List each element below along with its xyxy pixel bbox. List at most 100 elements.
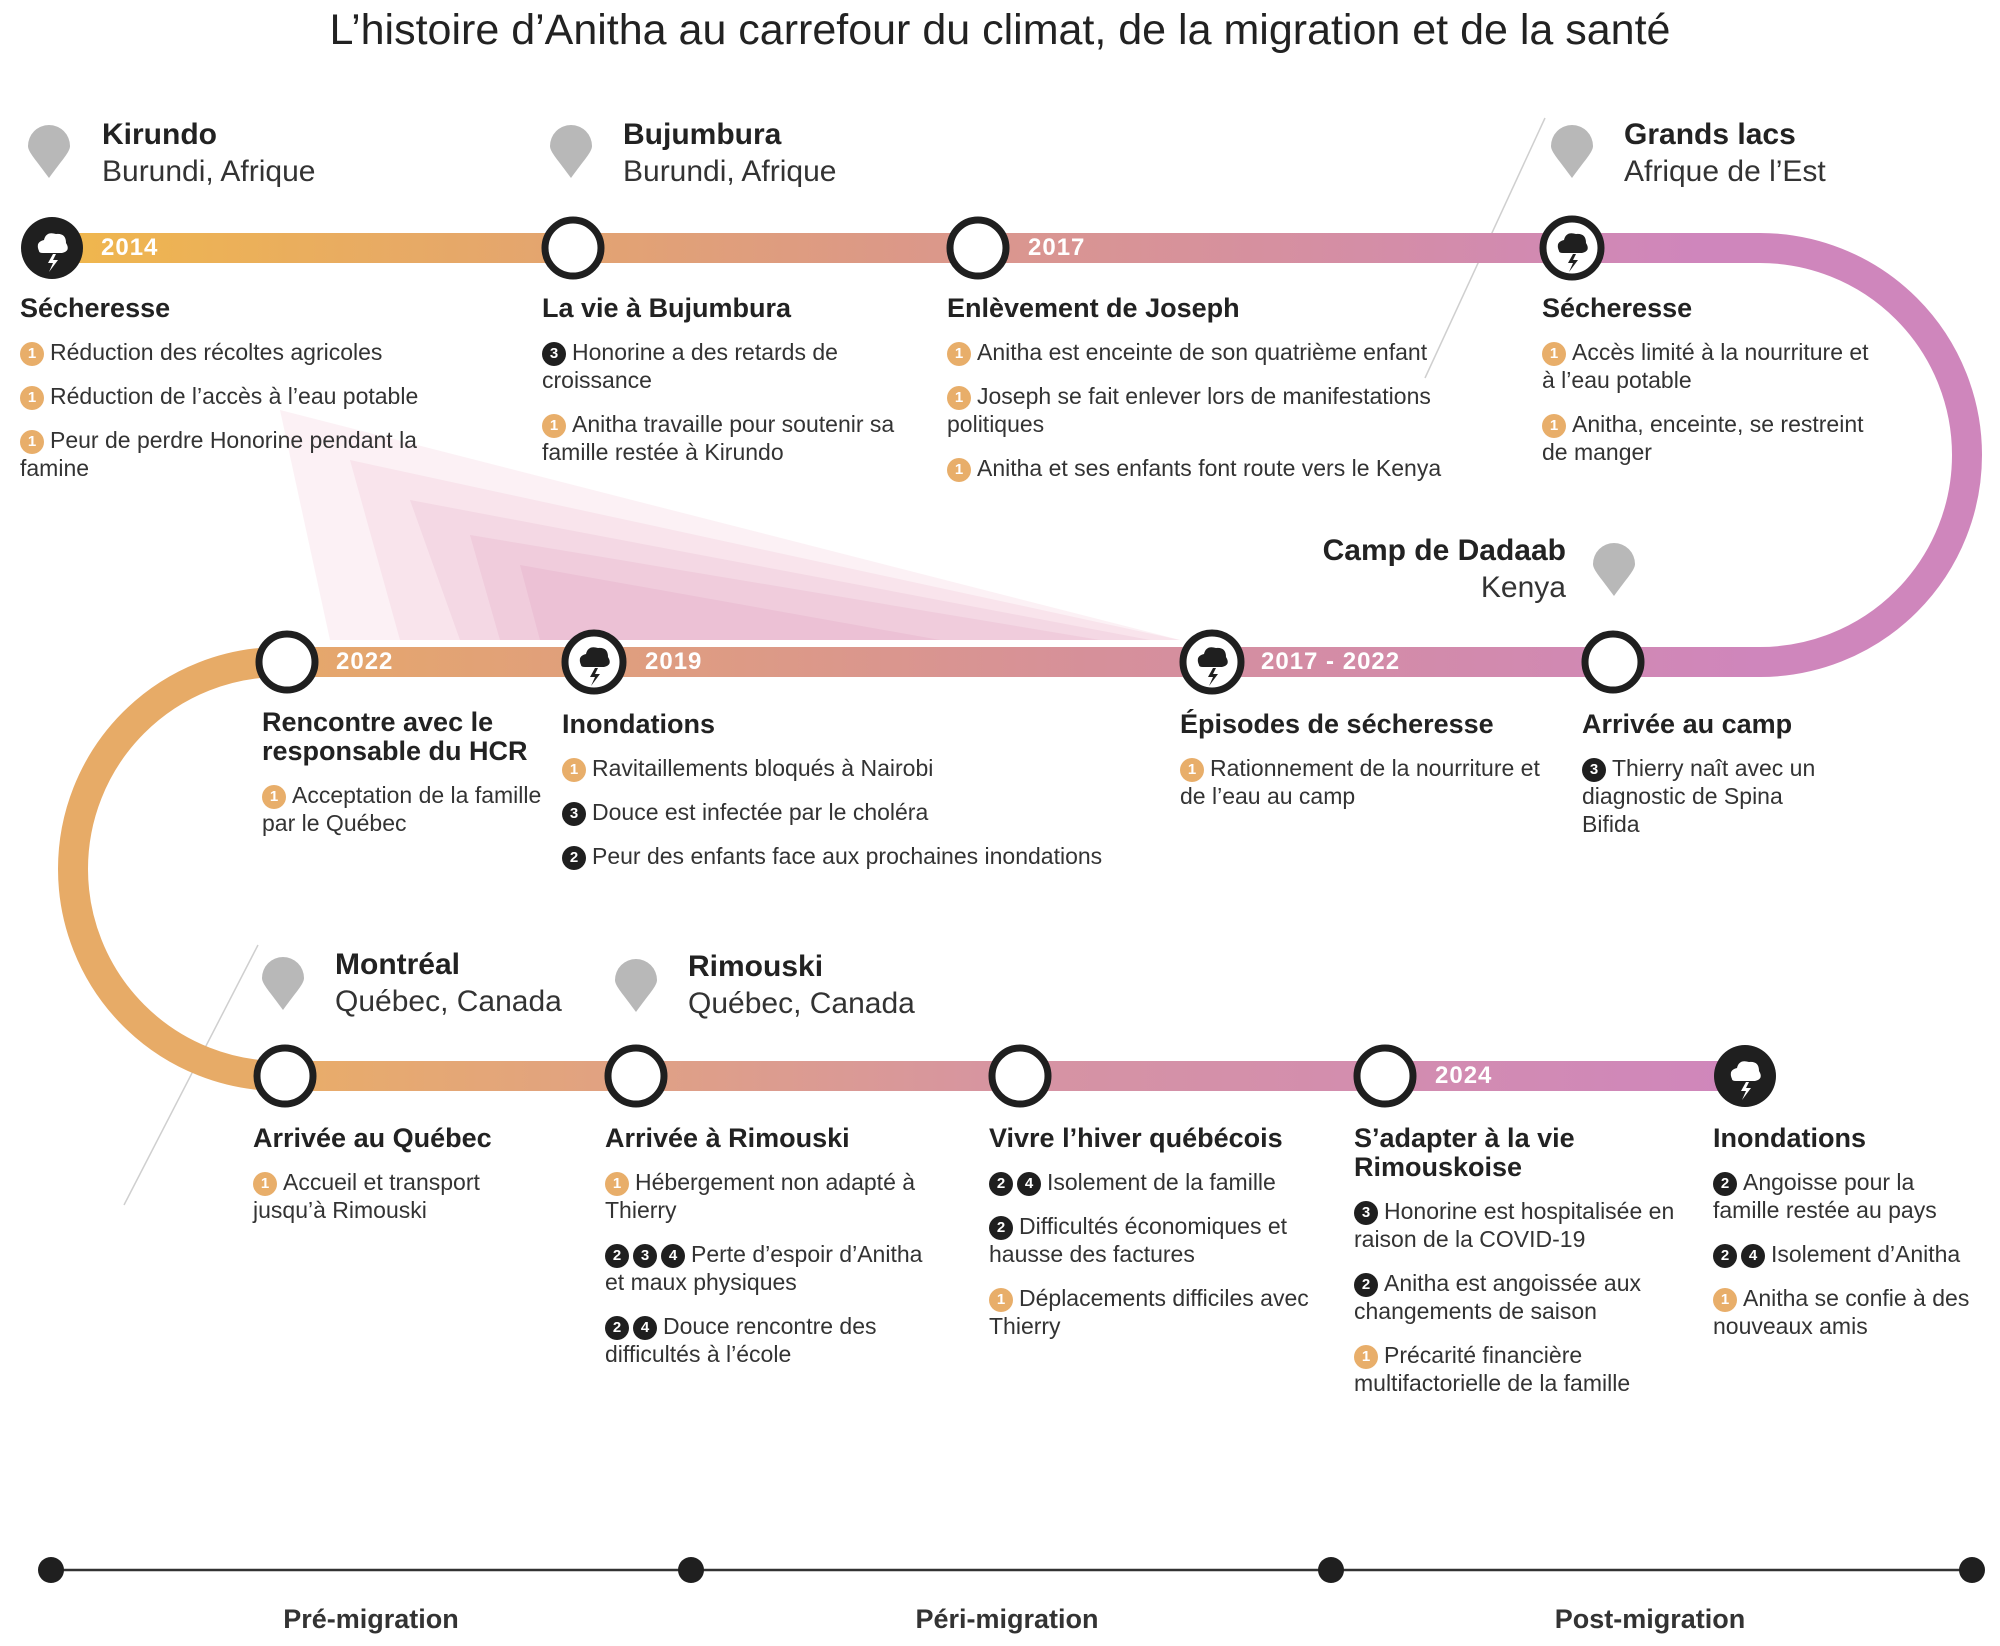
event-episodes-secheresse: Épisodes de sécheresse 1 Rationnement de l…: [1180, 710, 1550, 826]
impact-item: 1 Anitha est enceinte de son quatrième en…: [947, 338, 1487, 366]
impact-text: Perte d’espoir d’Anitha et maux physique…: [605, 1241, 923, 1295]
impact-item: 2 4 Douce rencontre des difficultés à l’éc…: [605, 1312, 945, 1368]
impact-text: Acceptation de la famille par le Québec: [262, 782, 542, 836]
map-pin-icon: [615, 959, 657, 1012]
storm-node-2017-2022: [1179, 629, 1245, 695]
impact-item: 1 Réduction des récoltes agricoles: [20, 338, 460, 366]
guide-line: [123, 944, 259, 1206]
event-title: Rencontre avec le responsable du HCR: [262, 707, 528, 766]
year-label: 2017: [1028, 234, 1086, 261]
event-title: Sécheresse: [1542, 293, 1693, 323]
impact-text: Rationnement de la nourriture et de l’ea…: [1180, 755, 1540, 809]
impact-text: Angoisse pour la famille restée au pays: [1713, 1169, 1937, 1223]
impact-badge: 1: [605, 1172, 629, 1196]
impact-text: Peur des enfants face aux prochaines ino…: [592, 843, 1103, 869]
impact-badge: 1: [989, 1288, 1013, 1312]
location-city: Montréal: [335, 948, 461, 981]
impact-item: 1 Anitha se confie à des nouveaux amis: [1713, 1284, 1983, 1340]
location-grands-lacs: Grands lacs Afrique de l’Est: [1624, 116, 1826, 190]
impact-item: 1 Réduction de l’accès à l’eau potable: [20, 382, 460, 410]
impact-badge: 1: [947, 342, 971, 366]
impact-badge: 1: [1180, 758, 1204, 782]
location-dadaab: Camp de Dadaab Kenya: [1266, 532, 1566, 606]
impact-badge: 3: [1582, 758, 1606, 782]
impact-text: Joseph se fait enlever lors de manifesta…: [947, 383, 1431, 437]
ring-node-icon: [1353, 1044, 1417, 1108]
impact-badge: 3: [633, 1244, 657, 1268]
impact-item: 1 Joseph se fait enlever lors de manifest…: [947, 382, 1487, 438]
year-label: 2014: [101, 234, 159, 261]
impact-item: 1 Anitha et ses enfants font route vers l…: [947, 454, 1487, 482]
impact-text: Honorine a des retards de croissance: [542, 339, 838, 393]
impact-item: 2 Difficultés économiques et hausse des f…: [989, 1212, 1319, 1268]
event-enlevement: Enlèvement de Joseph 1 Anitha est enceinte…: [947, 294, 1487, 498]
impact-badge: 3: [562, 802, 586, 826]
impact-text: Ravitaillements bloqués à Nairobi: [592, 755, 934, 781]
map-pin-icon: [262, 957, 304, 1010]
impact-badge: 1: [562, 758, 586, 782]
event-title: Arrivée au camp: [1582, 709, 1793, 739]
map-pin-icon: [1593, 543, 1635, 596]
phase-label: Post-migration: [1554, 1604, 1746, 1634]
impact-badge: 1: [253, 1172, 277, 1196]
ring-node-icon: [1581, 630, 1645, 694]
year-label: 2019: [645, 648, 703, 675]
impact-item: 3 Honorine est hospitalisée en raison de …: [1354, 1197, 1684, 1253]
impact-text: Difficultés économiques et hausse des fa…: [989, 1213, 1288, 1267]
impact-badge: 3: [1354, 1201, 1378, 1225]
map-pins: [28, 125, 1635, 1012]
event-arrivee-quebec: Arrivée au Québec 1 Accueil et transport j…: [253, 1124, 543, 1240]
impact-text: Peur de perdre Honorine pendant la famin…: [20, 427, 417, 481]
impact-item: 1 Accueil et transport jusqu’à Rimouski: [253, 1168, 543, 1224]
event-secheresse-2: Sécheresse 1 Accès limité à la nourriture …: [1542, 294, 1872, 482]
impact-item: 1 Déplacements difficiles avec Thierry: [989, 1284, 1319, 1340]
impact-item: 2 Angoisse pour la famille restée au pays: [1713, 1168, 1983, 1224]
storm-node-grands-lacs: [1539, 215, 1605, 281]
storm-node-2019: [561, 629, 627, 695]
impact-badge: 3: [542, 342, 566, 366]
impact-item: 1 Anitha travaille pour soutenir sa famil…: [542, 410, 902, 466]
impact-item: 2 Peur des enfants face aux prochaines in…: [562, 842, 1162, 870]
milestone-nodes: [253, 216, 1645, 1108]
impact-badge: 2: [989, 1216, 1013, 1240]
impact-text: Réduction des récoltes agricoles: [50, 339, 383, 365]
impact-text: Isolement d’Anitha: [1771, 1241, 1961, 1267]
track-right-bend: [1759, 233, 1982, 677]
event-hiver: Vivre l’hiver québécois 2 4 Isolement de la…: [989, 1124, 1319, 1356]
impact-badge: 4: [1017, 1172, 1041, 1196]
impact-badge: 2: [605, 1244, 629, 1268]
impact-text: Accueil et transport jusqu’à Rimouski: [253, 1169, 480, 1223]
storm-node-2024: [1714, 1045, 1776, 1107]
impact-item: 1 Hébergement non adapté à Thierry: [605, 1168, 945, 1224]
impact-badge: 1: [1542, 342, 1566, 366]
impact-text: Réduction de l’accès à l’eau potable: [50, 383, 419, 409]
location-region: Québec, Canada: [688, 987, 915, 1020]
impact-text: Accès limité à la nourriture et à l’eau …: [1542, 339, 1869, 393]
impact-item: 3 Honorine a des retards de croissance: [542, 338, 902, 394]
location-region: Afrique de l’Est: [1624, 155, 1826, 188]
ring-node-icon: [988, 1044, 1052, 1108]
map-pin-icon: [28, 125, 70, 178]
event-title: Arrivée au Québec: [253, 1123, 492, 1153]
impact-text: Anitha travaille pour soutenir sa famill…: [542, 411, 895, 465]
impact-badge: 4: [1741, 1244, 1765, 1268]
impact-text: Hébergement non adapté à Thierry: [605, 1169, 916, 1223]
impact-text: Précarité financière multifactorielle de…: [1354, 1342, 1631, 1396]
impact-badge: 4: [661, 1244, 685, 1268]
impact-badge: 2: [989, 1172, 1013, 1196]
impact-item: 1 Anitha, enceinte, se restreint de mange…: [1542, 410, 1872, 466]
location-rimouski: Rimouski Québec, Canada: [688, 948, 915, 1022]
impact-text: Douce est infectée par le choléra: [592, 799, 929, 825]
impact-item: 1 Acceptation de la famille par le Québec: [262, 781, 552, 837]
impact-badge: 1: [20, 386, 44, 410]
impact-item: 1 Peur de perdre Honorine pendant la fami…: [20, 426, 460, 482]
impact-badge: 2: [605, 1316, 629, 1340]
event-arrivee-camp: Arrivée au camp 3 Thierry naît avec un dia…: [1582, 710, 1832, 854]
impact-badge: 1: [947, 458, 971, 482]
location-city: Bujumbura: [623, 118, 782, 151]
impact-item: 2 4 Isolement de la famille: [989, 1168, 1319, 1196]
phase-dot: [1959, 1557, 1985, 1583]
impact-item: 3 Douce est infectée par le choléra: [562, 798, 1162, 826]
ring-node-icon: [253, 1044, 317, 1108]
impact-item: 2 Anitha est angoissée aux changements de…: [1354, 1269, 1684, 1325]
